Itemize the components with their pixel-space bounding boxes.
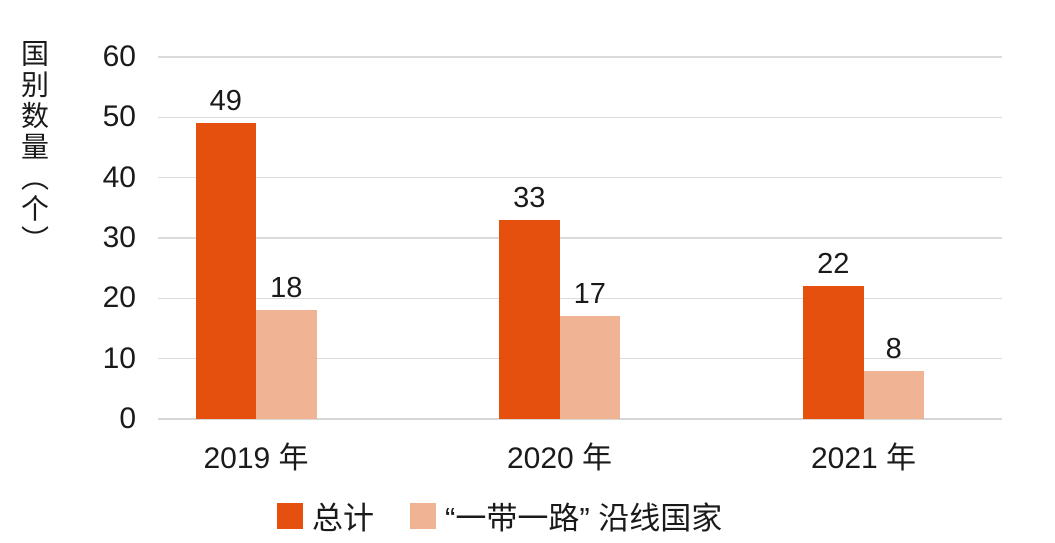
legend-label: 总计	[312, 501, 374, 536]
gridline	[158, 176, 1002, 179]
legend-label: “一带一路” 沿线国家	[445, 501, 723, 536]
plot-area: 49 18 33 17 22 8	[158, 56, 1002, 420]
y-tick-label: 40	[102, 160, 136, 194]
y-tick-label: 0	[119, 402, 136, 435]
y-tick-label: 20	[102, 281, 136, 315]
y-axis-title: 国别数量（个）	[18, 39, 49, 256]
y-tick-label: 50	[102, 100, 136, 134]
bar-belt-road	[863, 370, 924, 419]
y-tick-label: 10	[102, 341, 136, 375]
legend-swatch-total	[277, 502, 303, 529]
bar-value-label: 18	[270, 272, 303, 305]
gridline	[158, 56, 1002, 58]
legend-item: “一带一路” 沿线国家	[410, 493, 722, 538]
bar-total	[195, 123, 256, 419]
bar-belt-road	[256, 310, 317, 419]
bar-value-label: 33	[513, 181, 546, 214]
legend: 总计 “一带一路” 沿线国家	[277, 493, 722, 538]
legend-swatch-belt-road	[410, 502, 436, 529]
x-tick-label: 2020 年	[506, 442, 613, 475]
legend-item: 总计	[277, 493, 374, 538]
bar-value-label: 49	[209, 85, 242, 118]
gridline	[158, 297, 1002, 300]
bar-total	[803, 286, 864, 419]
bar-value-label: 22	[817, 248, 850, 281]
bar-value-label: 8	[885, 332, 902, 365]
x-axis-line	[158, 418, 1002, 420]
gridline	[158, 116, 1002, 119]
y-tick-label: 60	[102, 40, 136, 73]
x-tick-label: 2021 年	[810, 442, 917, 475]
bar-total	[499, 219, 560, 419]
y-tick-label: 30	[102, 221, 136, 254]
x-tick-label: 2019 年	[203, 442, 309, 475]
bar-belt-road	[559, 316, 620, 419]
gridline	[158, 237, 1002, 239]
bar-value-label: 17	[573, 278, 606, 311]
